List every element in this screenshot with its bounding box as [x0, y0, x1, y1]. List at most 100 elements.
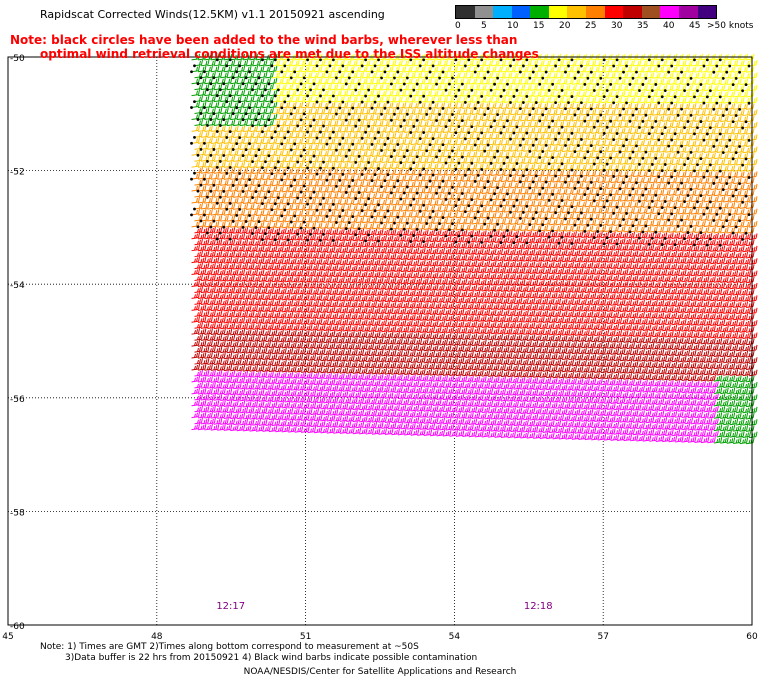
- contamination-dot: [267, 154, 271, 158]
- contamination-dot: [708, 163, 712, 167]
- contamination-dot: [412, 88, 416, 92]
- wind-barb: [491, 59, 500, 67]
- contamination-dot: [270, 100, 274, 104]
- contamination-dot: [712, 219, 716, 222]
- contamination-dot: [377, 167, 380, 170]
- contamination-dot: [564, 107, 567, 111]
- contamination-dot: [460, 192, 464, 195]
- contamination-dot: [702, 64, 706, 68]
- contamination-dot: [489, 161, 493, 165]
- contamination-dot: [392, 112, 396, 116]
- contamination-dot: [190, 213, 193, 217]
- contamination-dot: [493, 155, 496, 159]
- contamination-dot: [344, 191, 348, 194]
- contamination-dot: [676, 150, 680, 154]
- contamination-dot: [334, 112, 338, 116]
- contamination-dot: [289, 76, 293, 80]
- contamination-dot: [380, 221, 383, 225]
- contamination-dot: [502, 125, 506, 129]
- wind-barb: [258, 59, 268, 67]
- wind-barb: [191, 161, 201, 168]
- contamination-dot: [728, 175, 732, 179]
- contamination-dot: [509, 174, 512, 178]
- contamination-dot: [470, 198, 474, 202]
- contamination-dot: [560, 235, 564, 239]
- contamination-dot: [731, 83, 735, 86]
- wind-barb: [542, 59, 552, 67]
- contamination-dot: [244, 76, 248, 80]
- contamination-dot: [689, 76, 693, 80]
- contamination-dot: [515, 162, 519, 165]
- contamination-dot: [228, 94, 232, 98]
- contamination-dot: [534, 137, 538, 141]
- contamination-dot: [360, 173, 364, 176]
- contamination-dot: [657, 212, 661, 216]
- contamination-dot: [306, 166, 309, 170]
- contamination-dot: [435, 119, 438, 122]
- contamination-dot: [573, 223, 577, 227]
- contamination-dot: [441, 143, 445, 147]
- contamination-dot: [683, 163, 686, 167]
- contamination-dot: [602, 132, 606, 135]
- contamination-dot: [518, 143, 522, 147]
- contamination-dot: [370, 215, 374, 219]
- contamination-dot: [254, 118, 258, 122]
- contamination-dot: [238, 100, 242, 104]
- contamination-dot: [254, 190, 258, 194]
- contamination-dot: [534, 211, 538, 214]
- contamination-dot: [747, 101, 751, 105]
- contamination-dot: [244, 148, 248, 152]
- contamination-dot: [579, 101, 583, 105]
- contamination-dot: [199, 76, 203, 80]
- contamination-dot: [525, 95, 529, 98]
- contamination-dot: [599, 150, 603, 154]
- contamination-dot: [609, 119, 613, 123]
- contamination-dot: [261, 166, 264, 170]
- contamination-dot: [586, 150, 590, 154]
- contamination-dot: [644, 224, 648, 228]
- contamination-dot: [654, 193, 658, 197]
- contamination-dot: [554, 211, 557, 215]
- contamination-dot: [286, 166, 290, 170]
- contamination-dot: [715, 175, 719, 179]
- contamination-dot: [557, 168, 561, 172]
- contamination-dot: [254, 226, 258, 229]
- contamination-dot: [486, 216, 490, 220]
- contamination-dot: [476, 137, 480, 141]
- contamination-dot: [673, 132, 677, 136]
- contamination-dot: [667, 107, 671, 111]
- contamination-dot: [721, 114, 725, 117]
- contamination-dot: [738, 219, 741, 223]
- contamination-dot: [467, 167, 471, 171]
- contamination-dot: [312, 154, 316, 158]
- wind-barb: [194, 131, 203, 138]
- contamination-dot: [680, 70, 683, 74]
- wind-barb: [445, 59, 455, 67]
- contamination-dot: [418, 209, 422, 213]
- contamination-dot: [583, 82, 587, 86]
- contamination-dot: [438, 113, 441, 116]
- contamination-dot: [744, 157, 748, 161]
- contamination-dot: [579, 64, 583, 68]
- contamination-dot: [702, 138, 706, 142]
- contamination-dot: [331, 166, 335, 170]
- contamination-dot: [579, 138, 583, 141]
- contamination-dot: [435, 155, 438, 159]
- contamination-dot: [296, 124, 300, 128]
- contamination-dot: [618, 187, 622, 191]
- contamination-dot: [351, 70, 355, 74]
- contamination-dot: [370, 70, 374, 74]
- contamination-dot: [306, 238, 309, 242]
- contamination-dot: [309, 196, 312, 200]
- contamination-dot: [577, 217, 580, 221]
- contamination-dot: [399, 233, 403, 237]
- contamination-dot: [425, 149, 429, 153]
- contamination-dot: [402, 191, 406, 195]
- contamination-dot: [390, 118, 393, 122]
- contamination-dot: [470, 88, 474, 92]
- legend-label: 25: [585, 21, 596, 31]
- contamination-dot: [383, 215, 387, 219]
- contamination-dot: [728, 213, 732, 216]
- legend-label: 40: [663, 21, 674, 31]
- contamination-dot: [715, 64, 719, 68]
